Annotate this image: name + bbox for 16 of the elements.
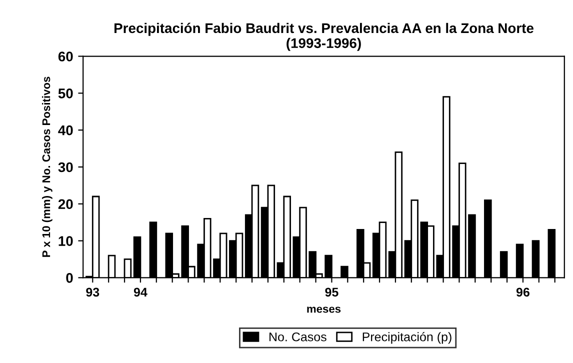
chart-title: Precipitación Fabio Baudrit vs. Prevalencia AA en la Zona Norte (1993-1996) [114,22,534,51]
legend-label: Precipitación (p) [362,332,452,344]
x-axis-title: meses [307,306,341,313]
y-axis-title: P x 10 (mm) y No. Casos Positivos [42,76,52,257]
y-tick-label: 10 [58,236,73,246]
y-tick-label: 40 [58,125,73,136]
legend-label: No. Casos [270,332,326,342]
x-tick-label: 94 [134,288,148,297]
x-tick-label: 96 [516,288,530,297]
y-tick-label: 30 [58,162,73,172]
y-tick-label: 0 [66,273,73,283]
y-tick-label: 20 [58,199,73,210]
x-tick-label: 95 [325,288,338,297]
y-tick-label: 60 [58,52,73,62]
x-tick-label: 93 [86,288,100,297]
y-tick-label: 50 [58,88,73,98]
